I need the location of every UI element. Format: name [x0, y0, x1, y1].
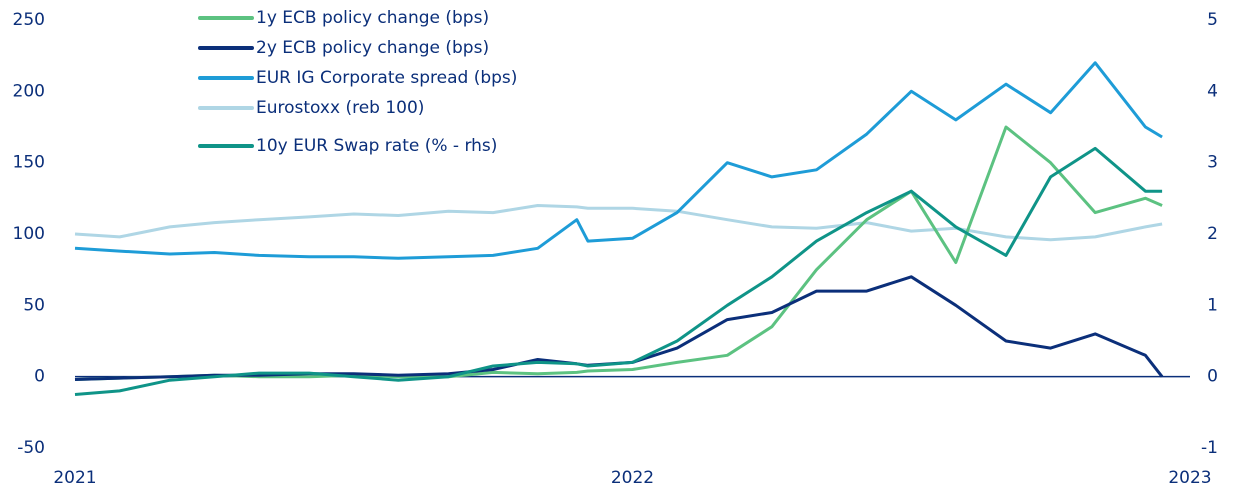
- y-tick-label: 50: [23, 295, 45, 315]
- y-tick-label: 150: [13, 153, 45, 173]
- x-tick-label: 2021: [53, 468, 96, 488]
- y-tick-label: 100: [13, 224, 45, 244]
- y2-tick-label: 3: [1207, 153, 1218, 173]
- y2-tick-label: 4: [1207, 81, 1218, 101]
- y2-tick-label: 1: [1207, 295, 1218, 315]
- y2-tick-label: -1: [1201, 438, 1218, 458]
- legend-label: Eurostoxx (reb 100): [256, 98, 424, 118]
- legend-label: 10y EUR Swap rate (% - rhs): [256, 136, 497, 156]
- legend-label: 2y ECB policy change (bps): [256, 38, 489, 58]
- y-tick-label: 250: [13, 10, 45, 30]
- series-line: [74, 61, 1163, 260]
- legend-label: EUR IG Corporate spread (bps): [256, 68, 517, 88]
- y-tick-label: -50: [17, 438, 45, 458]
- x-tick-label: 2023: [1168, 468, 1211, 488]
- series-line: [74, 204, 1163, 242]
- y2-tick-label: 2: [1207, 224, 1218, 244]
- x-tick-label: 2022: [611, 468, 654, 488]
- series-line: [74, 125, 1163, 381]
- series-line: [74, 146, 1163, 396]
- y-tick-label: 0: [34, 367, 45, 387]
- legend-label: 1y ECB policy change (bps): [256, 8, 489, 28]
- y-tick-label: 200: [13, 81, 45, 101]
- y2-tick-label: 0: [1207, 367, 1218, 387]
- y2-tick-label: 5: [1207, 10, 1218, 30]
